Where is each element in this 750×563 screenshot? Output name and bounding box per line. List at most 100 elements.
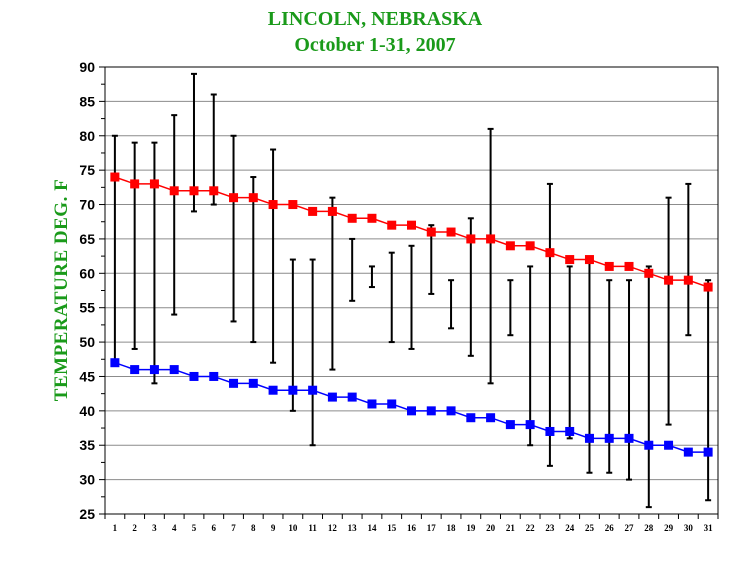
series-marker-0 [268,200,278,210]
x-tick-label: 15 [387,523,397,533]
x-tick-label: 4 [172,523,177,533]
series-marker-0 [387,220,397,230]
y-tick-label: 50 [79,334,95,350]
series-marker-0 [110,172,120,182]
x-tick-label: 14 [367,523,377,533]
x-tick-label: 29 [664,523,674,533]
series-marker-1 [565,426,575,436]
x-tick-label: 23 [545,523,555,533]
series-marker-0 [604,261,614,271]
y-tick-label: 25 [79,506,95,522]
x-tick-label: 24 [565,523,575,533]
series-marker-0 [130,179,140,189]
x-tick-label: 28 [644,523,654,533]
series-marker-1 [130,365,140,375]
y-tick-label: 55 [79,300,95,316]
y-tick-label: 75 [79,162,95,178]
series-marker-0 [703,282,713,292]
series-marker-0 [367,213,377,223]
series-marker-0 [347,213,357,223]
x-tick-label: 25 [585,523,595,533]
series-marker-0 [525,241,535,251]
series-marker-1 [387,399,397,409]
x-tick-label: 6 [212,523,217,533]
series-marker-1 [149,365,159,375]
x-tick-label: 20 [486,523,496,533]
series-marker-0 [407,220,416,230]
series-marker-1 [644,440,654,450]
series-marker-1 [624,433,634,443]
y-tick-label: 65 [79,231,95,247]
series-marker-0 [624,261,634,271]
series-marker-1 [110,358,120,368]
y-tick-label: 90 [79,59,95,75]
series-marker-0 [189,186,199,196]
series-markers [110,172,713,457]
series-marker-1 [308,385,318,395]
x-tick-label: 16 [407,523,417,533]
series-marker-0 [683,275,693,285]
series-marker-1 [367,399,377,409]
minor-ticks [101,83,719,519]
series-marker-1 [446,406,456,416]
series-marker-1 [505,420,515,430]
series-marker-1 [664,440,674,450]
series-marker-0 [505,241,515,251]
series-marker-1 [407,406,416,416]
series-marker-1 [486,413,496,423]
x-tick-label: 31 [704,523,714,533]
y-tick-label: 45 [79,368,95,384]
chart-subtitle: October 1-31, 2007 [294,34,456,56]
range-bars [111,72,712,509]
x-tick-label: 3 [152,523,157,533]
y-tick-label: 85 [79,93,95,109]
series-marker-0 [565,255,575,265]
chart-title: LINCOLN, NEBRASKA [267,8,483,30]
series-marker-1 [327,392,337,402]
plot-frame [104,66,719,515]
series-marker-0 [584,255,594,265]
series-marker-0 [486,234,496,244]
x-tick-label: 21 [506,523,516,533]
x-tick-label: 5 [192,523,197,533]
series-marker-1 [268,385,278,395]
x-tick-label: 27 [625,523,635,533]
series-marker-0 [466,234,476,244]
series-marker-1 [209,371,219,381]
y-tick-label: 35 [79,437,95,453]
series-marker-1 [229,378,239,388]
x-tick-label: 18 [447,523,457,533]
series-marker-0 [426,227,436,237]
series-marker-0 [229,193,239,203]
series-marker-0 [209,186,219,196]
x-tick-labels: 1 2 3 4 5 6 7 8 9 10 11 12 13 14 15 16 17 18 19 20 21 22 23 24 2… [113,523,713,533]
series-marker-0 [664,275,674,285]
series-marker-1 [703,447,713,457]
x-tick-label: 26 [605,523,615,533]
x-tick-label: 1 [113,523,118,533]
x-tick-label: 17 [427,523,437,533]
series-marker-0 [327,206,337,216]
x-tick-label: 19 [466,523,476,533]
series-marker-1 [169,365,179,375]
series-marker-0 [545,248,555,258]
x-tick-label: 8 [251,523,256,533]
series-marker-0 [169,186,179,196]
x-tick-label: 2 [132,523,137,533]
series-marker-1 [426,406,436,416]
series-marker-1 [466,413,476,423]
series-marker-1 [584,433,594,443]
y-tick-label: 30 [79,472,95,488]
y-tick-label: 70 [79,197,95,213]
series-marker-1 [347,392,357,402]
series-marker-0 [446,227,456,237]
y-tick-labels: 25 30 35 40 45 50 55 60 65 70 75 80 85 90 [79,59,95,522]
y-tick-label: 60 [79,265,95,281]
series-marker-1 [525,420,535,430]
series-marker-0 [288,200,298,210]
x-tick-label: 10 [288,523,298,533]
series-marker-0 [248,193,258,203]
series-marker-1 [683,447,693,457]
series-marker-0 [149,179,159,189]
